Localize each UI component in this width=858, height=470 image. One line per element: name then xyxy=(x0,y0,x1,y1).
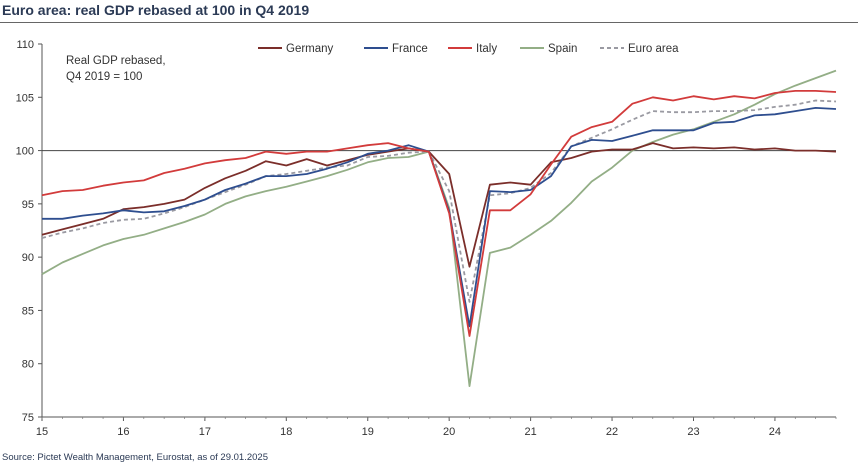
y-tick-label: 85 xyxy=(22,305,34,317)
x-tick-label: 21 xyxy=(524,426,536,438)
y-axis: 75 80 85 90 95 100 105 110 xyxy=(16,39,42,424)
title-divider xyxy=(0,22,858,23)
y-tick-label: 80 xyxy=(22,359,34,371)
series-line-euro-area xyxy=(41,99,837,303)
x-tick-label: 24 xyxy=(769,426,781,438)
source-note: Source: Pictet Wealth Management, Eurost… xyxy=(2,452,268,463)
legend-label: France xyxy=(392,43,428,55)
x-tick-label: 16 xyxy=(117,426,129,438)
x-tick-label: 20 xyxy=(443,426,455,438)
y-tick-label: 90 xyxy=(22,252,34,264)
series-lines xyxy=(41,69,837,388)
legend-label: Germany xyxy=(286,43,334,55)
y-tick-label: 105 xyxy=(16,92,34,104)
x-tick-label: 19 xyxy=(362,426,374,438)
legend: Germany France Italy Spain Euro area xyxy=(258,43,679,55)
legend-label: Spain xyxy=(548,43,577,55)
x-axis: 15 16 17 18 19 20 21 22 23 24 xyxy=(36,417,837,438)
legend-label: Italy xyxy=(476,43,497,55)
annotation: Real GDP rebased, Q4 2019 = 100 xyxy=(66,55,166,83)
x-tick-label: 22 xyxy=(606,426,618,438)
legend-label: Euro area xyxy=(628,43,679,55)
x-tick-label: 17 xyxy=(199,426,211,438)
series-line-italy xyxy=(41,90,837,337)
annotation-line: Real GDP rebased, xyxy=(66,55,166,67)
annotation-line: Q4 2019 = 100 xyxy=(66,71,142,83)
y-tick-label: 95 xyxy=(22,199,34,211)
series-line-spain xyxy=(41,69,837,388)
chart-title: Euro area: real GDP rebased at 100 in Q4… xyxy=(2,2,310,18)
y-tick-label: 75 xyxy=(22,412,34,424)
x-tick-label: 18 xyxy=(280,426,292,438)
series-line-france xyxy=(42,107,837,328)
y-tick-label: 110 xyxy=(16,39,34,51)
y-tick-label: 100 xyxy=(16,146,34,158)
x-tick-label: 23 xyxy=(687,426,699,438)
plot-frame xyxy=(41,44,836,418)
series-line-germany xyxy=(41,142,837,268)
x-tick-label: 15 xyxy=(36,426,48,438)
